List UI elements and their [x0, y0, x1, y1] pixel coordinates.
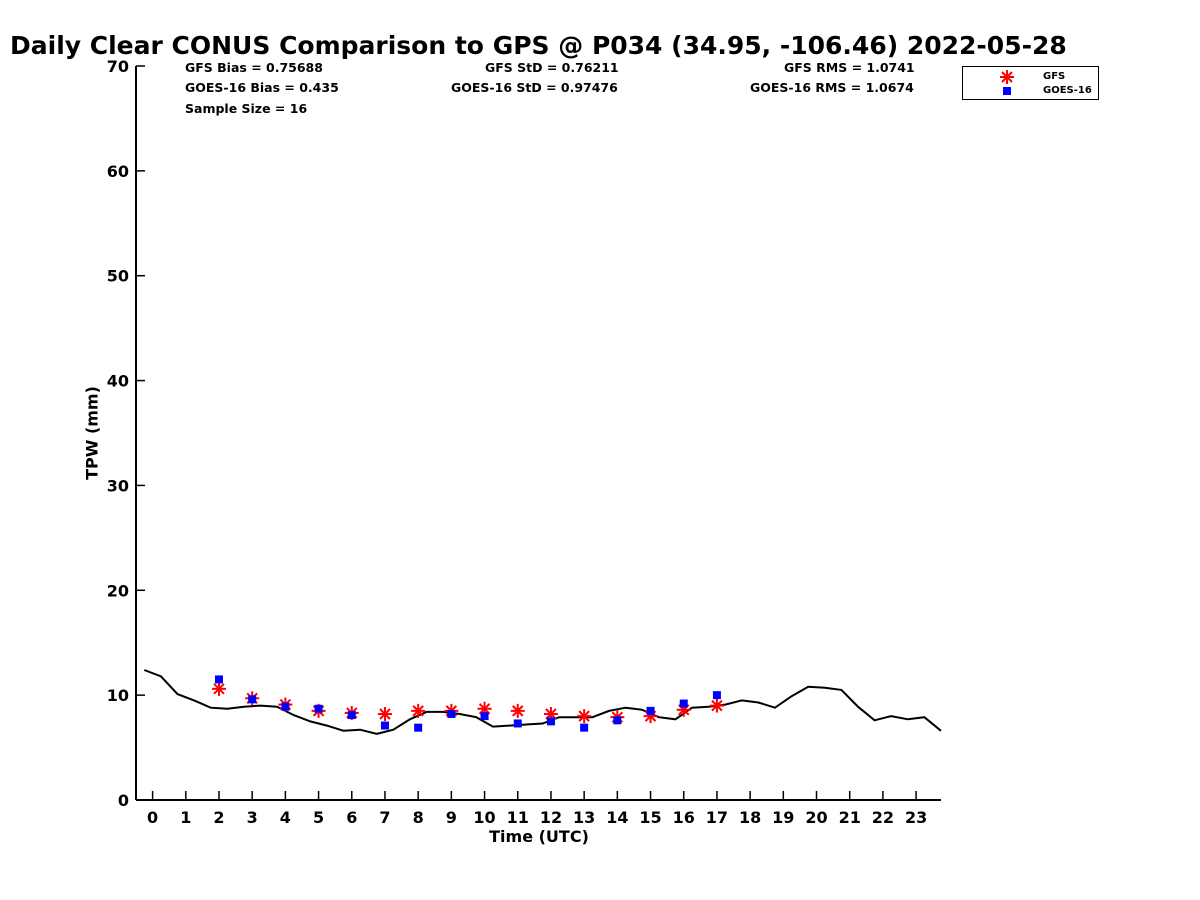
sample-size-stat: Sample Size = 16 — [185, 101, 308, 116]
asterisk-marker-icon — [1000, 70, 1014, 84]
y-axis-label: TPW (mm) — [82, 386, 102, 480]
x-tick-label: 22 — [872, 808, 894, 827]
x-tick-label: 20 — [805, 808, 827, 827]
x-tick-label: 19 — [772, 808, 794, 827]
y-tick-label: 40 — [107, 372, 129, 391]
y-tick-label: 70 — [107, 57, 129, 76]
goes-point — [214, 675, 223, 684]
x-tick-label: 10 — [473, 808, 495, 827]
y-tick-label: 30 — [107, 476, 129, 495]
square-marker-icon — [1003, 87, 1011, 95]
goes-point — [646, 706, 655, 715]
gfs-point-stroke — [379, 708, 391, 720]
goes-point — [414, 723, 423, 732]
legend-label-gfs: GFS — [1043, 71, 1066, 82]
y-tick-label: 60 — [107, 162, 129, 181]
gfs-point — [543, 707, 558, 722]
x-tick-label: 3 — [247, 808, 258, 827]
x-tick-label: 4 — [280, 808, 291, 827]
x-tick-label: 15 — [639, 808, 661, 827]
x-tick-label: 11 — [507, 808, 529, 827]
gfs-point-stroke — [412, 705, 424, 717]
y-tick-label: 20 — [107, 581, 129, 600]
goes-point — [580, 723, 589, 732]
x-tick-label: 7 — [379, 808, 390, 827]
goes-point — [546, 717, 555, 726]
x-tick-label: 2 — [213, 808, 224, 827]
axes — [135, 66, 941, 801]
goes-point — [347, 711, 356, 720]
gfs-point — [377, 707, 392, 722]
x-tick-label: 23 — [905, 808, 927, 827]
y-tick-label: 0 — [118, 791, 129, 810]
gfs-rms-stat: GFS RMS = 1.0741 — [784, 60, 915, 75]
x-tick-label: 0 — [147, 808, 158, 827]
x-tick-label: 16 — [673, 808, 695, 827]
gfs-point — [510, 703, 525, 718]
gfs-point-stroke — [512, 705, 524, 717]
gfs-point-stroke — [578, 710, 590, 722]
goes-point — [679, 699, 688, 708]
goes-point — [248, 695, 257, 704]
x-tick-label: 12 — [540, 808, 562, 827]
gfs-point-stroke — [213, 683, 225, 695]
x-tick-label: 18 — [739, 808, 761, 827]
legend: GFS GOES-16 — [962, 66, 1099, 100]
x-tick-label: 6 — [346, 808, 357, 827]
y-tick-label: 10 — [107, 686, 129, 705]
x-tick-label: 17 — [706, 808, 728, 827]
x-axis-label: Time (UTC) — [489, 827, 589, 846]
goes-point — [613, 716, 622, 725]
x-tick-label: 5 — [313, 808, 324, 827]
data-series — [143, 669, 942, 735]
gfs-point — [411, 703, 426, 718]
legend-entry-goes: GOES-16 — [963, 84, 1100, 98]
x-tick-label: 21 — [839, 808, 861, 827]
gfs-point — [211, 681, 226, 696]
tick-marks — [136, 65, 917, 801]
goes-rms-stat: GOES-16 RMS = 1.0674 — [750, 80, 914, 95]
x-tick-label: 14 — [606, 808, 628, 827]
legend-entry-gfs: GFS — [963, 70, 1100, 84]
gfs-point-stroke — [478, 703, 491, 715]
gfs-std-stat: GFS StD = 0.76211 — [485, 60, 619, 75]
goes-point — [314, 704, 323, 713]
goes-point — [380, 721, 389, 730]
goes-std-stat: GOES-16 StD = 0.97476 — [451, 80, 618, 95]
goes-point — [480, 712, 489, 721]
gfs-bias-stat: GFS Bias = 0.75688 — [185, 60, 323, 75]
goes-point — [447, 710, 456, 719]
x-tick-label: 13 — [573, 808, 595, 827]
chart-title: Daily Clear CONUS Comparison to GPS @ P0… — [10, 31, 1067, 60]
gfs-point-stroke — [711, 699, 723, 712]
gps-series-line — [143, 669, 942, 735]
goes-point — [712, 691, 721, 700]
gfs-point — [709, 698, 724, 713]
goes-point — [281, 702, 290, 711]
goes-bias-stat: GOES-16 Bias = 0.435 — [185, 80, 339, 95]
y-tick-label: 50 — [107, 267, 129, 286]
x-tick-label: 8 — [413, 808, 424, 827]
gfs-point-stroke — [545, 708, 557, 720]
gfs-point — [577, 709, 592, 724]
x-tick-label: 9 — [446, 808, 457, 827]
goes-point — [513, 719, 522, 728]
x-tick-label: 1 — [180, 808, 191, 827]
legend-label-goes: GOES-16 — [1043, 85, 1092, 96]
